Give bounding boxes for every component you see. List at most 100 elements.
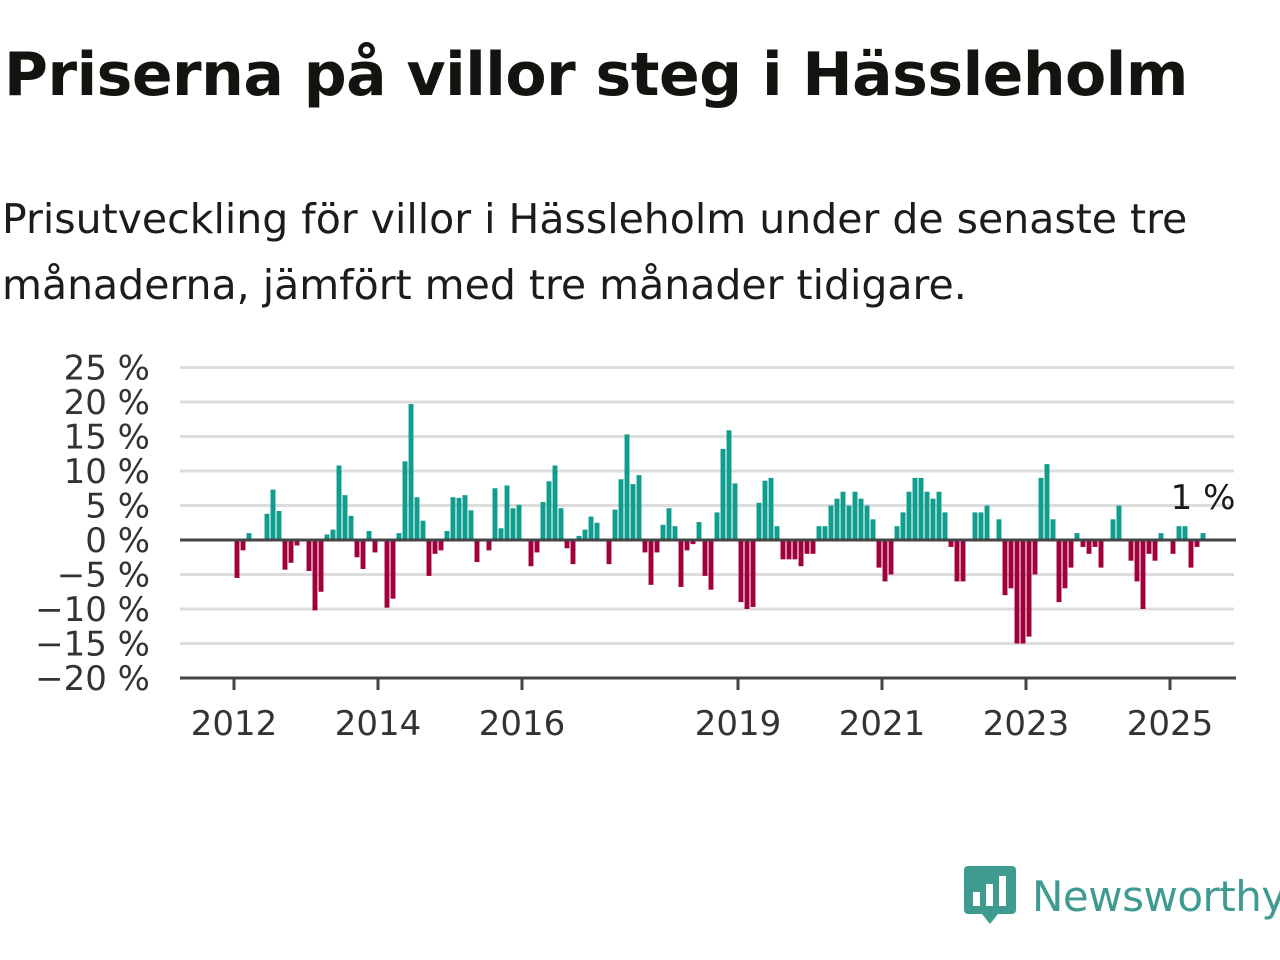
bar (756, 502, 762, 540)
bar (936, 491, 942, 540)
bar (588, 516, 594, 540)
bar (486, 540, 492, 551)
bar (1056, 540, 1062, 603)
bar (384, 540, 390, 608)
bar (660, 524, 666, 540)
bar (648, 540, 654, 585)
bar (474, 540, 480, 563)
bar (1086, 540, 1092, 554)
bar (1074, 533, 1080, 540)
bar (696, 522, 702, 540)
bar (792, 540, 798, 560)
bar (1092, 540, 1098, 547)
bar (1080, 540, 1086, 547)
bar (972, 512, 978, 540)
bar (1152, 540, 1158, 561)
y-tick-label: 15 % (64, 418, 150, 458)
bar (720, 448, 726, 540)
bar (876, 540, 882, 568)
bar (570, 540, 576, 565)
bar (468, 510, 474, 540)
bar (402, 461, 408, 540)
bar (954, 540, 960, 582)
bar (666, 508, 672, 540)
bar (1182, 526, 1188, 540)
x-tick-label: 2019 (695, 704, 782, 744)
bar (1098, 540, 1104, 568)
bar (396, 533, 402, 540)
bar-chart: 25 %20 %15 %10 %5 %0 %−5 %−10 %−15 %−20 … (35, 349, 1236, 744)
bar (444, 531, 450, 540)
bar (1194, 540, 1200, 547)
bar (1110, 519, 1116, 540)
bar (1014, 540, 1020, 644)
bar (1200, 533, 1206, 540)
bar (606, 540, 612, 565)
x-tick-label: 2012 (191, 704, 278, 744)
bar (354, 540, 360, 558)
bar (282, 540, 288, 570)
bar (510, 508, 516, 540)
bar (858, 498, 864, 540)
y-tick-label: 5 % (85, 487, 150, 527)
bar (624, 434, 630, 540)
y-tick-label: 0 % (85, 521, 150, 561)
bar (1068, 540, 1074, 568)
bar (456, 497, 462, 540)
chart-title: Priserna på villor steg i Hässleholm (4, 40, 1188, 110)
bar (534, 540, 540, 553)
bar (1008, 540, 1014, 589)
bar (978, 512, 984, 540)
bar (360, 540, 366, 569)
bar (738, 540, 744, 603)
y-tick-label: 20 % (64, 383, 150, 423)
y-tick-label: −5 % (57, 556, 150, 596)
bar (1032, 540, 1038, 575)
bar (504, 485, 510, 540)
bar (390, 540, 396, 599)
bar (1176, 526, 1182, 540)
bar (576, 535, 582, 540)
bar (846, 505, 852, 540)
bar (678, 540, 684, 587)
bar (408, 404, 414, 540)
bar (684, 540, 690, 551)
bar (888, 540, 894, 575)
bar (336, 465, 342, 540)
bar (516, 504, 522, 540)
bar (702, 540, 708, 576)
bar (690, 540, 696, 545)
bar (870, 519, 876, 540)
bar (420, 520, 426, 540)
bar (558, 508, 564, 540)
bar (1188, 540, 1194, 568)
x-tick-label: 2023 (983, 704, 1070, 744)
bar (864, 505, 870, 540)
bar (426, 540, 432, 576)
bar (1002, 540, 1008, 596)
bar (528, 540, 534, 567)
bar (804, 540, 810, 554)
bar (1062, 540, 1068, 589)
bar (942, 512, 948, 540)
bar (816, 526, 822, 540)
bar (552, 465, 558, 540)
bar (924, 491, 930, 540)
bar (780, 540, 786, 560)
bar (312, 540, 318, 611)
bar (1134, 540, 1140, 582)
bar (894, 526, 900, 540)
bar-chart-speech-bubble-icon (964, 866, 1016, 924)
bar (834, 498, 840, 540)
bar (342, 495, 348, 540)
bar (414, 497, 420, 540)
bar (726, 430, 732, 540)
bar (960, 540, 966, 582)
bar (750, 540, 756, 607)
bar (1116, 505, 1122, 540)
bar (1026, 540, 1032, 637)
bar (906, 491, 912, 540)
bar (276, 511, 282, 540)
bar (450, 497, 456, 540)
bar (348, 515, 354, 540)
